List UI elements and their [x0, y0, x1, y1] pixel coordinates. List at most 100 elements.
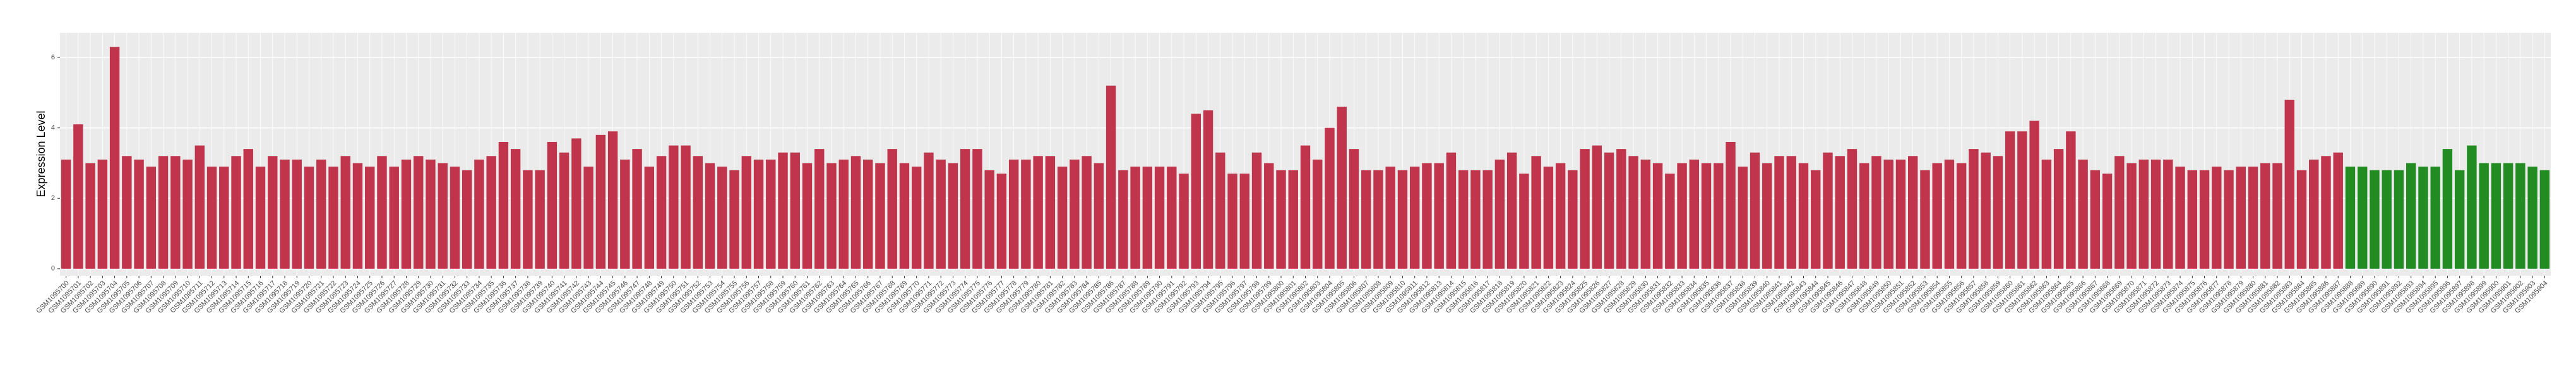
bar	[255, 167, 266, 269]
bar	[2321, 156, 2331, 269]
bar	[1786, 156, 1796, 269]
bar	[1798, 163, 1809, 269]
bar	[972, 149, 982, 269]
bar	[1531, 156, 1541, 269]
bar	[814, 149, 825, 269]
bar	[1373, 170, 1383, 269]
bar	[1094, 163, 1104, 269]
y-tick-label: 4	[51, 124, 55, 132]
bar	[170, 156, 181, 269]
bar	[2394, 170, 2404, 269]
bar	[2358, 167, 2368, 269]
bar	[2114, 156, 2125, 269]
bar	[632, 149, 642, 269]
bar	[280, 159, 290, 269]
bar	[1021, 159, 1031, 269]
bar	[377, 156, 387, 269]
bar	[1397, 170, 1408, 269]
bar	[2491, 163, 2501, 269]
bar	[583, 167, 593, 269]
bar	[1956, 163, 1967, 269]
y-tick-label: 2	[51, 194, 55, 202]
bar	[1883, 159, 1893, 269]
bar	[2029, 121, 2039, 269]
bar	[1835, 156, 1845, 269]
bar	[1568, 170, 1578, 269]
bar	[426, 159, 436, 269]
bar	[2370, 170, 2380, 269]
bar	[2248, 167, 2258, 269]
bar	[1446, 152, 1457, 269]
bar	[1118, 170, 1128, 269]
bar	[85, 163, 95, 269]
bar	[1993, 156, 2003, 269]
bar	[97, 159, 108, 269]
bar	[1470, 170, 1481, 269]
bar	[1555, 163, 1566, 269]
bar	[2187, 170, 2198, 269]
bar	[1325, 127, 1335, 269]
bar	[389, 167, 399, 269]
bar	[2175, 167, 2185, 269]
bar	[863, 159, 873, 269]
bar	[850, 156, 861, 269]
bar	[838, 159, 849, 269]
bar	[2503, 163, 2513, 269]
bar	[2382, 170, 2392, 269]
bar	[1494, 159, 1505, 269]
bar	[1227, 174, 1237, 269]
bar	[1337, 107, 1347, 269]
bar	[365, 167, 375, 269]
bar	[2467, 145, 2477, 269]
bar	[2515, 163, 2525, 269]
bar	[486, 156, 496, 269]
bar	[1738, 167, 1748, 269]
bar	[2345, 167, 2356, 269]
bar	[1604, 152, 1614, 269]
bar	[2284, 100, 2294, 269]
bar	[2479, 163, 2489, 269]
bar	[413, 156, 424, 269]
bar	[1932, 163, 1942, 269]
bar	[2236, 167, 2246, 269]
bar	[2199, 170, 2210, 269]
bar	[936, 159, 946, 269]
bar	[948, 163, 958, 269]
bar	[2272, 163, 2282, 269]
bar	[498, 141, 509, 269]
bar	[219, 167, 229, 269]
bar	[1385, 167, 1395, 269]
bar	[2430, 167, 2440, 269]
y-tick-label: 0	[51, 265, 55, 273]
bar	[1057, 167, 1068, 269]
bar	[1215, 152, 1225, 269]
bar	[1652, 163, 1663, 269]
bar	[146, 167, 157, 269]
bar	[607, 131, 618, 269]
bar	[2078, 159, 2088, 269]
bar	[1082, 156, 1092, 269]
bar	[1300, 145, 1311, 269]
bar	[182, 159, 193, 269]
bar	[1008, 159, 1019, 269]
bar	[474, 159, 484, 269]
bar	[1907, 156, 1918, 269]
bar	[1422, 163, 1432, 269]
bar	[450, 167, 460, 269]
bar	[2224, 170, 2234, 269]
bar	[1409, 167, 1420, 269]
bar	[2090, 170, 2101, 269]
bar	[1239, 174, 1249, 269]
bar	[352, 163, 363, 269]
bar	[1628, 156, 1638, 269]
bar	[644, 167, 655, 269]
bar	[134, 159, 144, 269]
bar	[766, 159, 776, 269]
bar	[693, 156, 703, 269]
bar	[304, 167, 314, 269]
bar	[1288, 170, 1298, 269]
bar	[1251, 152, 1262, 269]
bar	[2017, 131, 2027, 269]
bar	[875, 163, 885, 269]
